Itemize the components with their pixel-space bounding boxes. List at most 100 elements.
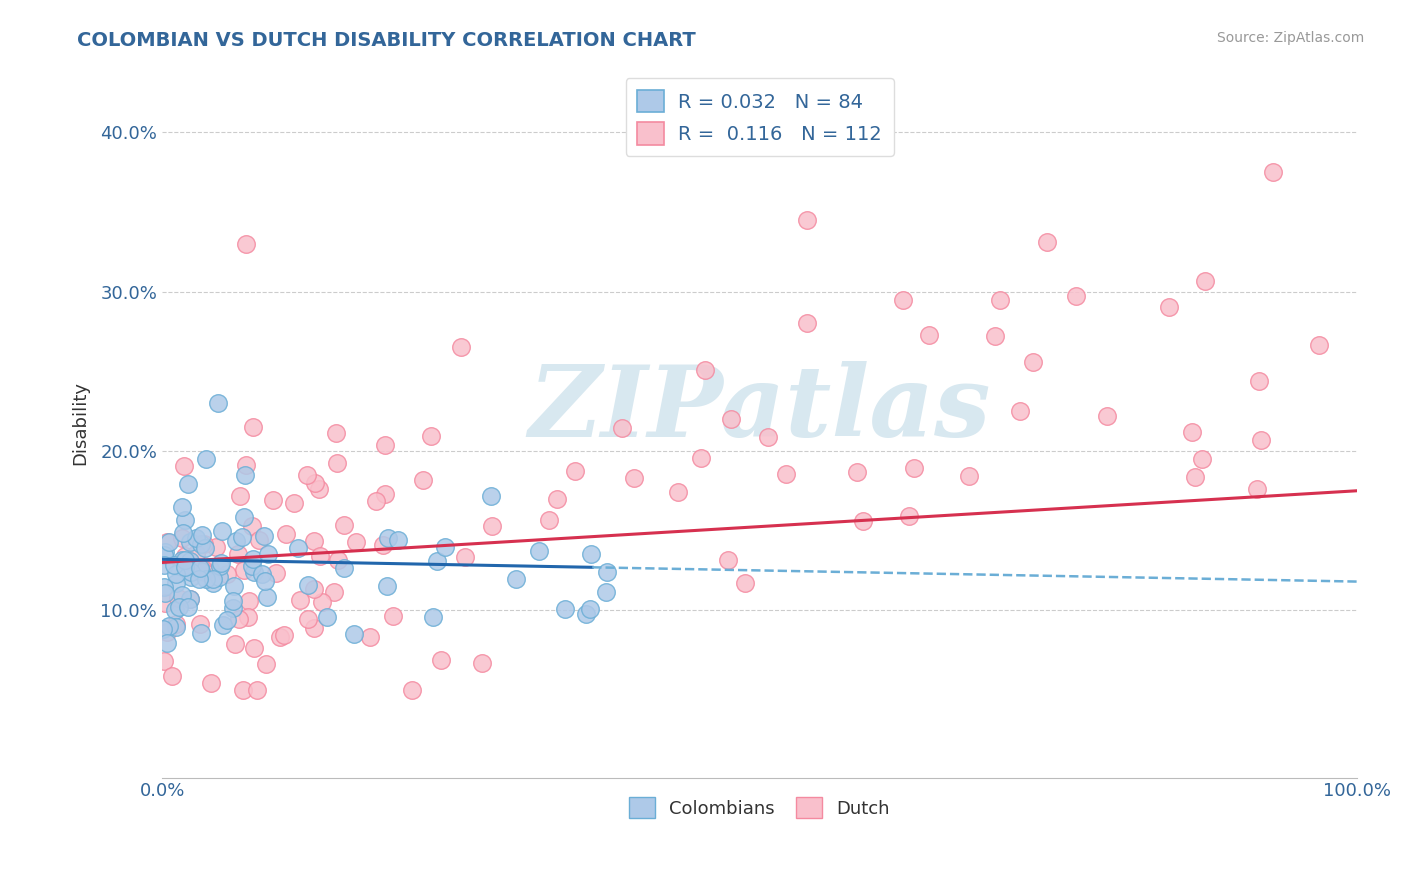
Point	[153, 586, 176, 600]
Point	[326, 553, 349, 567]
Point	[579, 548, 602, 562]
Point	[262, 493, 284, 508]
Point	[217, 567, 239, 582]
Point	[1250, 433, 1272, 447]
Point	[152, 654, 174, 668]
Point	[554, 602, 576, 616]
Point	[254, 574, 277, 589]
Point	[481, 519, 503, 533]
Point	[1263, 165, 1285, 179]
Point	[325, 426, 347, 441]
Point	[167, 599, 190, 614]
Point	[180, 565, 202, 579]
Point	[190, 537, 212, 551]
Point	[610, 421, 633, 435]
Point	[207, 396, 229, 410]
Point	[419, 429, 441, 443]
Point	[188, 617, 211, 632]
Point	[564, 464, 586, 478]
Point	[235, 458, 257, 473]
Point	[309, 549, 332, 564]
Point	[333, 560, 356, 574]
Point	[401, 682, 423, 697]
Point	[152, 548, 174, 562]
Point	[209, 556, 232, 570]
Point	[254, 657, 277, 672]
Point	[246, 682, 269, 697]
Point	[243, 566, 266, 580]
Point	[290, 593, 312, 607]
Point	[228, 612, 250, 626]
Point	[173, 459, 195, 474]
Point	[1159, 300, 1181, 314]
Point	[200, 562, 222, 576]
Point	[156, 535, 179, 549]
Point	[165, 617, 187, 632]
Point	[364, 493, 387, 508]
Point	[326, 456, 349, 470]
Point	[163, 602, 186, 616]
Point	[193, 566, 215, 580]
Point	[212, 617, 235, 632]
Point	[202, 572, 225, 586]
Point	[505, 572, 527, 586]
Point	[304, 475, 326, 490]
Point	[273, 627, 295, 641]
Point	[302, 582, 325, 597]
Point	[177, 476, 200, 491]
Point	[174, 560, 197, 574]
Point	[165, 620, 187, 634]
Point	[205, 541, 228, 555]
Point	[186, 547, 208, 561]
Point	[231, 530, 253, 544]
Point	[181, 558, 204, 572]
Point	[1066, 288, 1088, 302]
Point	[283, 496, 305, 510]
Point	[152, 580, 174, 594]
Point	[537, 513, 560, 527]
Point	[200, 676, 222, 690]
Point	[179, 535, 201, 549]
Point	[422, 609, 444, 624]
Point	[179, 592, 201, 607]
Point	[1022, 355, 1045, 369]
Point	[297, 467, 319, 482]
Point	[242, 419, 264, 434]
Point	[194, 541, 217, 556]
Point	[229, 489, 252, 503]
Point	[152, 622, 174, 636]
Point	[717, 552, 740, 566]
Point	[172, 553, 194, 567]
Point	[233, 467, 256, 482]
Point	[226, 547, 249, 561]
Point	[623, 471, 645, 485]
Point	[1184, 470, 1206, 484]
Point	[308, 483, 330, 497]
Point	[264, 566, 287, 580]
Point	[323, 584, 346, 599]
Point	[173, 512, 195, 526]
Point	[170, 589, 193, 603]
Point	[215, 613, 238, 627]
Point	[177, 600, 200, 615]
Point	[232, 682, 254, 697]
Point	[891, 293, 914, 307]
Point	[434, 541, 457, 555]
Point	[381, 609, 404, 624]
Point	[174, 549, 197, 564]
Point	[253, 529, 276, 543]
Point	[575, 607, 598, 621]
Text: COLOMBIAN VS DUTCH DISABILITY CORRELATION CHART: COLOMBIAN VS DUTCH DISABILITY CORRELATIO…	[77, 31, 696, 50]
Point	[720, 412, 742, 426]
Point	[690, 450, 713, 465]
Point	[471, 656, 494, 670]
Point	[165, 575, 187, 590]
Point	[344, 534, 367, 549]
Point	[172, 525, 194, 540]
Point	[1191, 451, 1213, 466]
Point	[167, 591, 190, 605]
Point	[1095, 409, 1118, 423]
Point	[287, 541, 309, 555]
Text: ZIPatlas: ZIPatlas	[529, 360, 991, 457]
Point	[238, 594, 260, 608]
